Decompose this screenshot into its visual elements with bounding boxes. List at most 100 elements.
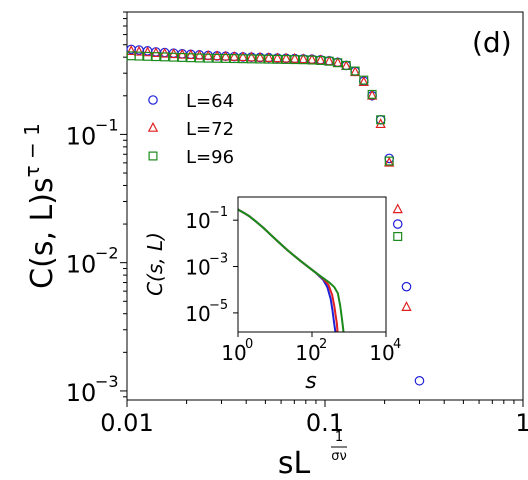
triangle-marker	[315, 54, 326, 65]
legend-entry-label: L=72	[186, 119, 234, 140]
inset-x-tick-exponent: 0	[245, 337, 253, 352]
triangle-marker	[202, 49, 214, 60]
circle-marker	[392, 219, 403, 229]
main-x-axis-label: sL 1 σν	[278, 430, 347, 480]
inset-plot-lines	[237, 208, 345, 333]
triangle-marker	[289, 52, 300, 63]
y-tick-label: 10	[66, 251, 97, 279]
triangle-marker	[126, 45, 137, 56]
legend: L=64 L=72 L=96	[147, 91, 234, 168]
triangle-marker	[185, 49, 196, 60]
square-marker	[238, 54, 248, 64]
circle-marker	[414, 375, 425, 386]
square-marker	[384, 156, 394, 166]
inset-x-tick-label: 10	[369, 341, 394, 365]
x-label-base: sL	[278, 446, 311, 480]
inset-x-tick-exponent: 2	[319, 337, 327, 352]
square-marker	[221, 53, 231, 63]
square-marker	[272, 54, 282, 64]
square-marker	[160, 52, 170, 62]
triangle-marker	[384, 156, 395, 167]
inset-x-tick-label: 10	[295, 341, 320, 365]
square-marker	[350, 66, 360, 76]
series-square	[126, 51, 403, 241]
main-axis-ticks: 0.01 0.1 110−310−210−1	[66, 11, 528, 437]
square-marker	[281, 54, 291, 64]
panel-label: (d)	[472, 26, 512, 59]
y-tick-label: 10	[66, 379, 97, 407]
y-tick-exponent: −2	[95, 244, 119, 263]
triangle-marker	[142, 46, 153, 57]
inset-background	[238, 197, 386, 332]
circle-marker	[212, 50, 222, 61]
triangle-marker	[246, 51, 257, 62]
square-marker	[298, 55, 308, 65]
square-marker	[359, 75, 369, 85]
square-marker	[177, 52, 187, 62]
triangle-marker	[133, 45, 145, 56]
square-marker	[367, 89, 377, 99]
square-marker	[393, 231, 403, 241]
inset-y-tick-exponent: −1	[209, 205, 228, 220]
square-marker	[134, 51, 144, 61]
triangle-marker	[211, 50, 223, 61]
legend-entry-label: L=96	[186, 147, 234, 168]
svg-text:sL: sL	[278, 446, 311, 480]
inset-y-tick-exponent: −5	[209, 298, 228, 313]
triangle-marker	[358, 76, 369, 87]
x-tick-label: 0.1	[306, 409, 344, 437]
square-marker	[169, 52, 179, 62]
x-label-exp-den: σν	[331, 449, 347, 464]
square-marker	[316, 55, 326, 65]
main-y-axis-label: C(s, L)sτ − 1	[20, 123, 60, 289]
inset-y-tick-label: 10	[185, 209, 210, 233]
inset-x-tick-exponent: 4	[393, 337, 401, 352]
circle-marker	[401, 281, 412, 292]
triangle-marker	[298, 53, 309, 64]
circle-marker	[220, 51, 231, 62]
legend-square-marker	[148, 151, 158, 161]
legend-circle-marker	[148, 95, 158, 105]
x-tick-label: 1	[515, 409, 528, 437]
triangle-marker	[366, 89, 378, 100]
square-marker	[194, 53, 204, 63]
y-tick-exponent: −3	[95, 372, 119, 391]
square-marker	[203, 53, 213, 63]
inset-y-tick-label: 10	[185, 256, 210, 280]
inset-y-tick-label: 10	[185, 302, 210, 326]
triangle-marker	[401, 301, 412, 311]
square-marker	[186, 53, 196, 63]
square-marker	[212, 53, 222, 63]
triangle-marker	[229, 50, 240, 61]
square-marker	[290, 55, 300, 65]
y-tick-label: 10	[66, 122, 97, 150]
square-marker	[229, 54, 239, 64]
square-marker	[376, 115, 386, 125]
y-tick-exponent: −1	[95, 115, 119, 134]
inset-x-axis-label: s	[305, 369, 316, 394]
square-marker	[341, 60, 351, 70]
triangle-marker	[254, 51, 266, 62]
square-marker	[307, 55, 317, 65]
triangle-marker	[263, 52, 274, 62]
inset-y-axis-label: C(s, L)	[143, 232, 167, 296]
inset-y-tick-exponent: −3	[209, 252, 228, 267]
y-label-main: C(s, L)s	[25, 177, 60, 288]
square-marker	[324, 56, 334, 66]
main-plot-markers	[126, 44, 425, 386]
inset-x-tick-label: 10	[221, 341, 246, 365]
square-marker	[246, 54, 256, 64]
triangle-marker	[194, 49, 205, 60]
y-label-exp: τ − 1	[20, 123, 44, 177]
triangle-marker	[220, 50, 231, 61]
triangle-marker	[272, 52, 283, 63]
x-label-exp-num: 1	[335, 430, 343, 445]
triangle-marker	[306, 53, 318, 64]
square-marker	[264, 54, 274, 64]
x-tick-label: 0.01	[100, 409, 153, 437]
inset-series-line	[237, 208, 345, 333]
triangle-marker	[392, 203, 403, 214]
triangle-marker	[237, 51, 249, 62]
